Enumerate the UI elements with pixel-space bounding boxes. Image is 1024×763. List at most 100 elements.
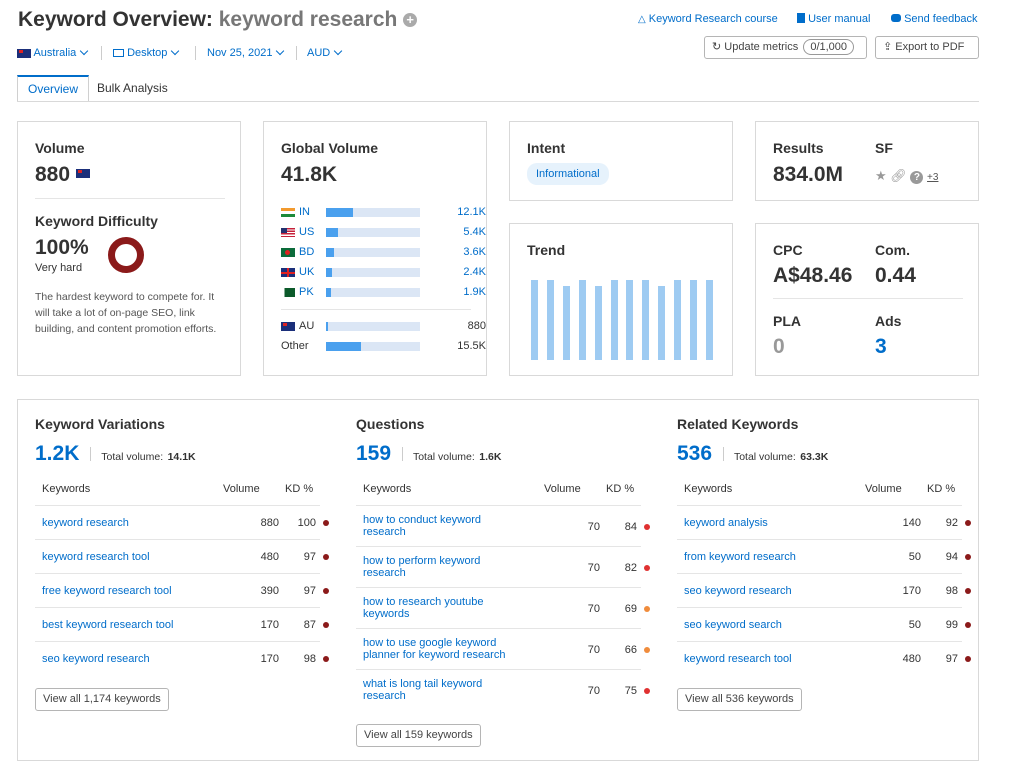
keyword-link[interactable]: seo keyword search	[684, 619, 782, 631]
keyword-line-1: how to research youtube	[363, 596, 484, 608]
kd-cell: 98	[945, 585, 958, 597]
date-select[interactable]: Nov 25, 2021	[207, 46, 285, 59]
kd-cell: 69	[624, 603, 637, 615]
user-manual-link[interactable]: User manual	[797, 13, 870, 25]
com-value: 0.44	[875, 264, 916, 287]
keyword-link[interactable]: how to conduct keyword research	[363, 514, 481, 538]
keyword-line-1: what is long tail keyword	[363, 678, 483, 690]
export-pdf-button[interactable]: ⇪ Export to PDF	[875, 36, 979, 59]
related-section: Related Keywords 536 Total volume: 63.3K…	[659, 399, 979, 761]
kd-dot-icon	[323, 622, 329, 628]
country-row-pk: PK 1.9K	[281, 285, 486, 301]
keyword-link[interactable]: keyword research tool	[684, 653, 792, 665]
keyword-link[interactable]: what is long tail keyword research	[363, 678, 482, 702]
related-count[interactable]: 536	[677, 442, 713, 465]
keyword-link[interactable]: how to perform keyword research	[363, 555, 480, 579]
keyword-link[interactable]: free keyword research tool	[42, 585, 172, 597]
view-all-questions-button[interactable]: View all 159 keywords	[356, 724, 481, 747]
share-bar-fill	[326, 248, 334, 257]
upload-icon: ⇪	[883, 41, 893, 53]
volume-cell: 170	[902, 585, 921, 597]
share-bar	[326, 322, 420, 331]
currency-select[interactable]: AUD	[307, 46, 343, 59]
intent-card: Intent Informational	[509, 121, 733, 201]
country-value[interactable]: 2.4K	[463, 266, 486, 278]
share-bar-fill	[326, 228, 338, 237]
update-metrics-button[interactable]: ↻ Update metrics 0/1,000	[704, 36, 867, 59]
keyword-line-1: how to conduct keyword	[363, 514, 482, 526]
keyword-research-course-link[interactable]: △ Keyword Research course	[638, 13, 778, 25]
australia-flag-icon	[17, 48, 31, 58]
questions-title: Questions	[356, 416, 425, 432]
kd-dot-icon	[965, 554, 971, 560]
refresh-icon: ↻	[712, 41, 722, 53]
share-bar	[326, 342, 420, 351]
country-value[interactable]: 1.9K	[463, 286, 486, 298]
send-feedback-link[interactable]: Send feedback	[891, 13, 977, 25]
keyword-link[interactable]: how to use google keyword planner for key…	[363, 637, 505, 661]
com-title: Com.	[875, 242, 910, 258]
view-all-related-button[interactable]: View all 536 keywords	[677, 688, 802, 711]
keyword-link[interactable]: keyword research	[42, 517, 129, 529]
related-summary: 536 Total volume: 63.3K	[677, 442, 829, 465]
trend-bar	[579, 280, 586, 360]
kd-dot-icon	[323, 554, 329, 560]
table-row: keyword analysis 140 92	[677, 505, 971, 539]
keyword-ideas-panel	[17, 399, 979, 761]
country-value[interactable]: 3.6K	[463, 246, 486, 258]
volume-title: Volume	[35, 140, 85, 156]
variations-section: Keyword Variations 1.2K Total volume: 14…	[17, 399, 337, 761]
questions-count[interactable]: 159	[356, 442, 392, 465]
share-bar-fill	[326, 342, 361, 351]
trend-bar	[626, 280, 633, 360]
keyword-link[interactable]: seo keyword research	[42, 653, 150, 665]
keyword-link[interactable]: from keyword research	[684, 551, 796, 563]
keyword-line-2: planner for keyword research	[363, 649, 506, 661]
page-title-prefix: Keyword Overview:	[18, 8, 213, 31]
keyword-line-2: research	[363, 567, 406, 579]
kd-dot-icon	[644, 606, 650, 612]
kd-cell: 99	[945, 619, 958, 631]
intent-title: Intent	[527, 140, 566, 156]
tab-overview[interactable]: Overview	[17, 75, 89, 102]
kd-cell: 97	[303, 585, 316, 597]
variations-summary: 1.2K Total volume: 14.1K	[35, 442, 196, 465]
variations-count[interactable]: 1.2K	[35, 442, 80, 465]
intent-badge: Informational	[527, 163, 609, 185]
share-bar	[326, 288, 420, 297]
country-value[interactable]: 5.4K	[463, 226, 486, 238]
uk-flag-icon	[281, 268, 295, 277]
device-select[interactable]: Desktop	[113, 46, 180, 59]
tab-bulk-analysis[interactable]: Bulk Analysis	[97, 81, 168, 95]
volume-cell: 50	[908, 619, 921, 631]
star-icon: ★	[875, 168, 887, 183]
ads-value[interactable]: 3	[875, 335, 887, 358]
kd-value: 100%	[35, 236, 89, 259]
trend-bar	[706, 280, 713, 360]
add-icon[interactable]: +	[403, 13, 418, 27]
kd-cell: 94	[945, 551, 958, 563]
keyword-link[interactable]: how to research youtube keywords	[363, 596, 483, 620]
questions-summary: 159 Total volume: 1.6K	[356, 442, 502, 465]
us-flag-icon	[281, 228, 295, 237]
view-all-variations-button[interactable]: View all 1,174 keywords	[35, 688, 169, 711]
keyword-link[interactable]: keyword research tool	[42, 551, 150, 563]
sf-title: SF	[875, 140, 893, 156]
keyword-link[interactable]: best keyword research tool	[42, 619, 174, 631]
trend-bar	[595, 286, 602, 360]
volume-cell: 170	[260, 653, 279, 665]
kd-cell: 66	[624, 644, 637, 656]
kd-title: Keyword Difficulty	[35, 213, 158, 229]
table-row: from keyword research 50 94	[677, 539, 971, 573]
country-select[interactable]: Australia	[17, 46, 89, 59]
kd-dot-icon	[323, 588, 329, 594]
chevron-down-icon	[276, 46, 285, 56]
kd-dot-icon	[323, 520, 329, 526]
keyword-link[interactable]: seo keyword research	[684, 585, 792, 597]
keyword-link[interactable]: keyword analysis	[684, 517, 768, 529]
country-value[interactable]: 12.1K	[457, 206, 486, 218]
link-icon: 🔗︎	[890, 168, 907, 183]
sf-more-link[interactable]: +3	[927, 172, 939, 183]
volume-cell: 140	[902, 517, 921, 529]
cpc-title: CPC	[773, 242, 803, 258]
